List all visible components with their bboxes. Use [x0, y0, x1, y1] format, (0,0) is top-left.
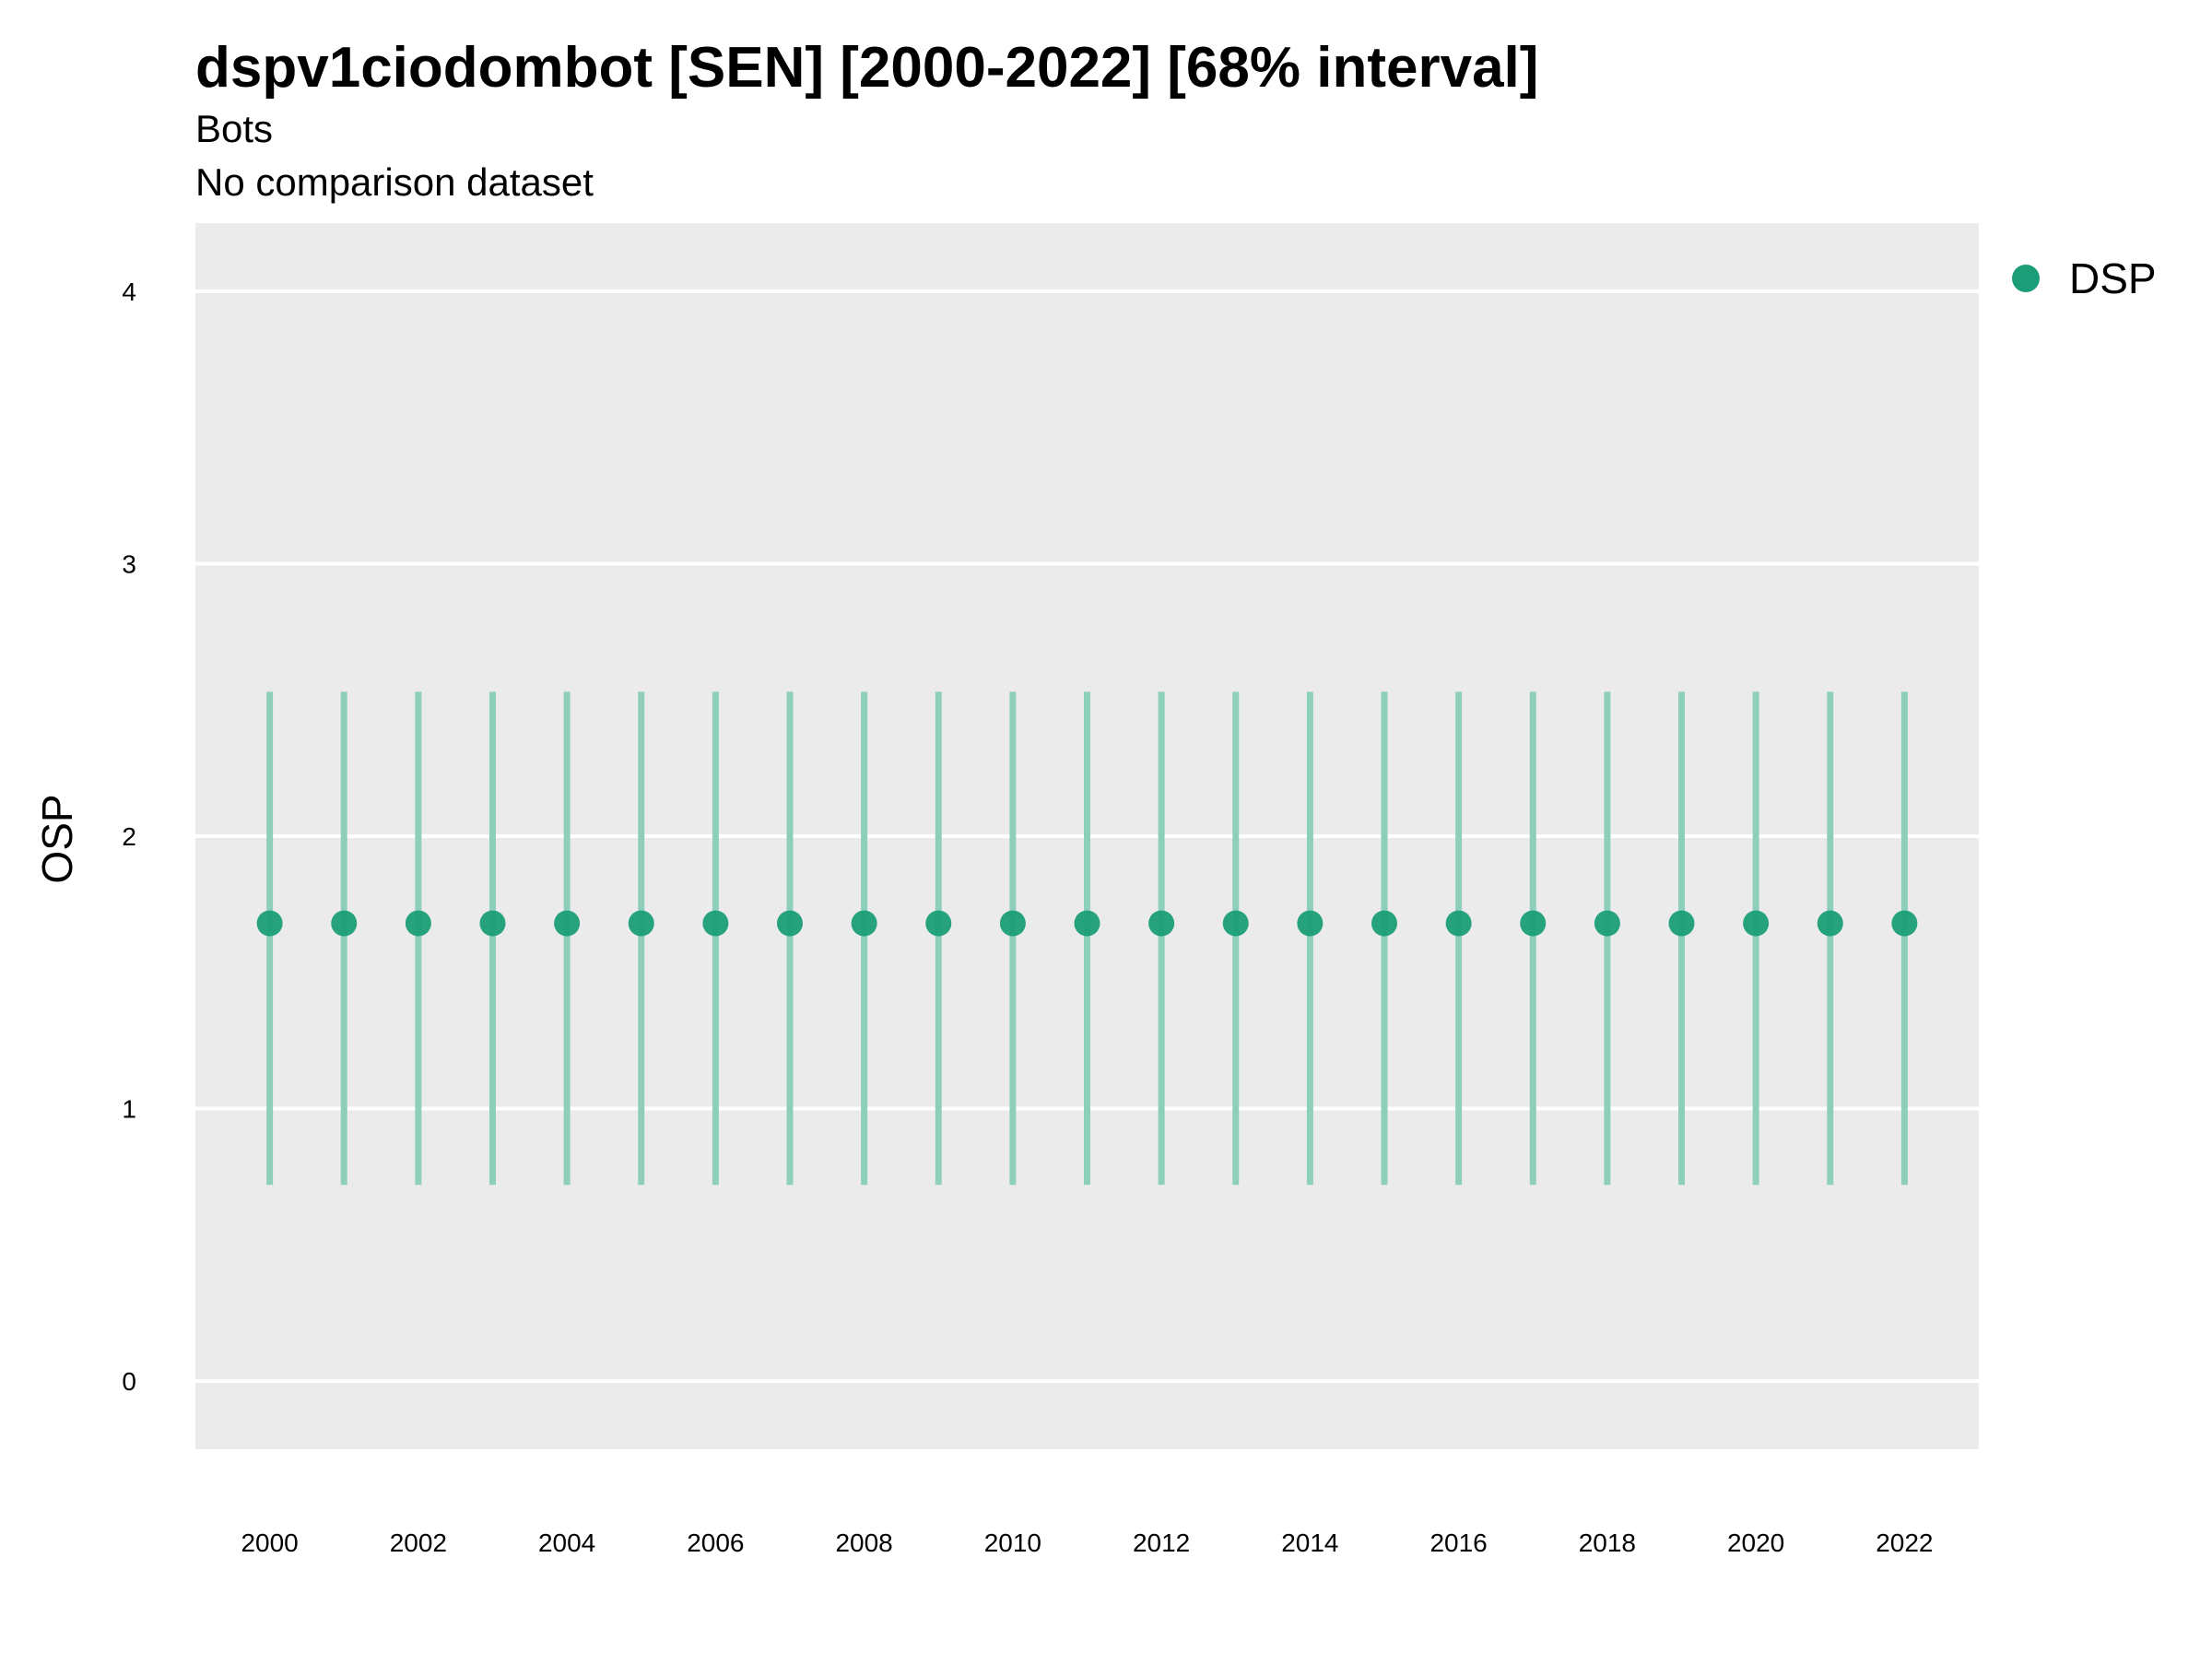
data-point — [702, 910, 729, 937]
chart-title: dspv1ciodombot [SEN] [2000-2022] [68% in… — [195, 36, 1538, 100]
x-tick-label: 2014 — [1281, 1528, 1338, 1557]
data-point — [1817, 910, 1843, 937]
data-point — [851, 910, 877, 937]
data-point — [331, 910, 358, 937]
data-point — [1594, 910, 1620, 937]
legend-label-dsp: DSP — [2069, 254, 2157, 302]
x-tick-label: 2012 — [1133, 1528, 1190, 1557]
y-tick-label: 3 — [122, 549, 136, 578]
x-tick-label: 2018 — [1579, 1528, 1636, 1557]
y-tick-labels: 0 1 2 3 4 — [122, 277, 136, 1396]
x-tick-labels: 2000 2002 2004 2006 2008 2010 2012 2014 2016 2018… — [241, 1528, 1933, 1557]
y-tick-label: 2 — [122, 822, 136, 851]
data-point — [925, 910, 952, 937]
data-point — [1371, 910, 1397, 937]
data-point — [1668, 910, 1695, 937]
y-axis-label: OSP — [33, 794, 81, 883]
data-point — [1445, 910, 1472, 937]
x-tick-label: 2006 — [687, 1528, 744, 1557]
data-point — [628, 910, 654, 937]
x-tick-label: 2002 — [390, 1528, 447, 1557]
data-point — [405, 910, 431, 937]
data-point — [1074, 910, 1100, 937]
legend-marker-dsp — [2012, 265, 2040, 292]
data-points — [256, 910, 1918, 937]
x-tick-label: 2000 — [241, 1528, 298, 1557]
data-point — [256, 910, 283, 937]
data-point — [999, 910, 1026, 937]
y-tick-label: 1 — [122, 1095, 136, 1124]
data-point — [479, 910, 506, 937]
data-point — [1297, 910, 1324, 937]
y-tick-label: 0 — [122, 1367, 136, 1396]
data-point — [554, 910, 581, 937]
data-point — [1743, 910, 1770, 937]
data-point — [1148, 910, 1175, 937]
x-tick-label: 2016 — [1430, 1528, 1487, 1557]
x-tick-label: 2020 — [1727, 1528, 1784, 1557]
x-tick-label: 2022 — [1876, 1528, 1933, 1557]
x-tick-label: 2010 — [984, 1528, 1041, 1557]
data-point — [1891, 910, 1918, 937]
legend: DSP — [2012, 254, 2157, 302]
x-tick-label: 2004 — [538, 1528, 595, 1557]
chart-subtitle: Bots — [195, 107, 273, 150]
data-point — [1520, 910, 1547, 937]
chart-subtitle-2: No comparison dataset — [195, 160, 594, 204]
error-bars — [266, 691, 1908, 1186]
data-point — [777, 910, 803, 937]
data-point — [1222, 910, 1249, 937]
x-tick-label: 2008 — [835, 1528, 892, 1557]
y-tick-label: 4 — [122, 277, 136, 306]
